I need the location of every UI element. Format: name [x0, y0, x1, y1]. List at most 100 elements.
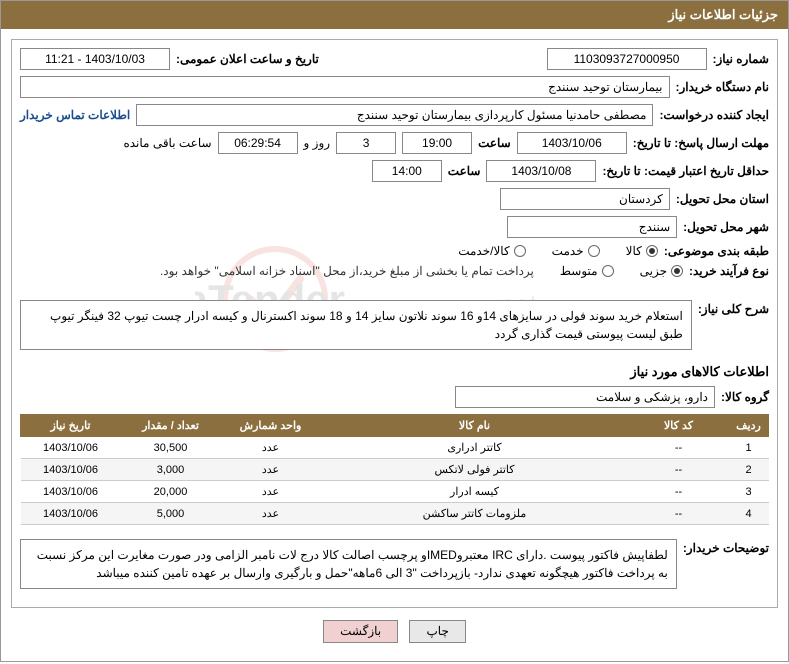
need-summary-label: شرح کلی نیاز:	[698, 296, 769, 316]
radio-partial[interactable]: جزیی	[640, 264, 683, 278]
table-cell: 2	[729, 459, 769, 481]
table-row: 1--کاتتر ادراریعدد30,5001403/10/06	[21, 437, 769, 459]
th-unit: واحد شمارش	[221, 415, 321, 437]
table-cell: کاتتر ادراری	[321, 437, 629, 459]
table-cell: 1403/10/06	[21, 481, 121, 503]
table-cell: عدد	[221, 437, 321, 459]
table-header-row: ردیف کد کالا نام کالا واحد شمارش تعداد /…	[21, 415, 769, 437]
radio-partial-label: جزیی	[640, 264, 667, 278]
need-summary-value: استعلام خرید سوند فولی در سایزهای 14و 16…	[20, 300, 692, 350]
radio-goods[interactable]: کالا	[626, 244, 658, 258]
content-area: AriaTender .net شماره نیاز: 110309372700…	[1, 29, 788, 661]
th-name: نام کالا	[321, 415, 629, 437]
radio-medium[interactable]: متوسط	[560, 264, 614, 278]
goods-group-value: دارو، پزشکی و سلامت	[455, 386, 715, 408]
radio-service[interactable]: خدمت	[552, 244, 600, 258]
th-qty: تعداد / مقدار	[121, 415, 221, 437]
button-bar: چاپ بازگشت	[11, 608, 778, 651]
table-row: 4--ملزومات کاتتر ساکشنعدد5,0001403/10/06	[21, 503, 769, 525]
time-label-1: ساعت	[478, 136, 511, 150]
table-cell: 1403/10/06	[21, 437, 121, 459]
items-table: ردیف کد کالا نام کالا واحد شمارش تعداد /…	[20, 414, 769, 525]
table-cell: کیسه ادرار	[321, 481, 629, 503]
page-title-bar: جزئیات اطلاعات نیاز	[1, 1, 788, 29]
announce-datetime-value: 1403/10/03 - 11:21	[20, 48, 170, 70]
table-cell: 20,000	[121, 481, 221, 503]
announce-datetime-label: تاریخ و ساعت اعلان عمومی:	[176, 52, 319, 66]
row-goods-group: گروه کالا: دارو، پزشکی و سلامت	[20, 386, 769, 408]
response-date-value: 1403/10/06	[517, 132, 627, 154]
province-label: استان محل تحویل:	[676, 192, 769, 206]
radio-partial-icon	[671, 265, 683, 277]
th-date: تاریخ نیاز	[21, 415, 121, 437]
radio-both-icon	[514, 245, 526, 257]
table-cell: عدد	[221, 481, 321, 503]
need-number-label: شماره نیاز:	[713, 52, 769, 66]
goods-group-label: گروه کالا:	[721, 390, 769, 404]
response-time-value: 19:00	[402, 132, 472, 154]
row-purchase-type: نوع فرآیند خرید: جزیی متوسط پرداخت تمام …	[20, 264, 769, 278]
buyer-notes-value: لطفاپیش فاکتور پیوست .دارای IRC معتبروIM…	[20, 539, 677, 589]
radio-service-label: خدمت	[552, 244, 584, 258]
days-suffix: روز و	[304, 136, 331, 150]
items-section-title: اطلاعات کالاهای مورد نیاز	[20, 364, 769, 380]
table-cell: 1403/10/06	[21, 459, 121, 481]
th-code: کد کالا	[629, 415, 729, 437]
radio-goods-label: کالا	[626, 244, 642, 258]
buyer-org-value: بیمارستان توحید سنندج	[20, 76, 670, 98]
buyer-notes-label: توضیحات خریدار:	[683, 535, 769, 555]
row-requester: ایجاد کننده درخواست: مصطفی حامدنیا مسئول…	[20, 104, 769, 126]
table-row: 3--کیسه ادرارعدد20,0001403/10/06	[21, 481, 769, 503]
table-cell: --	[629, 481, 729, 503]
city-label: شهر محل تحویل:	[683, 220, 769, 234]
validity-date-value: 1403/10/08	[486, 160, 596, 182]
province-value: کردستان	[500, 188, 670, 210]
row-buyer-org: نام دستگاه خریدار: بیمارستان توحید سنندج	[20, 76, 769, 98]
table-cell: --	[629, 503, 729, 525]
page-title: جزئیات اطلاعات نیاز	[668, 7, 778, 22]
table-cell: --	[629, 437, 729, 459]
payment-note: پرداخت تمام یا بخشی از مبلغ خرید،از محل …	[160, 264, 534, 278]
need-number-value: 1103093727000950	[547, 48, 707, 70]
table-cell: 1403/10/06	[21, 503, 121, 525]
radio-service-icon	[588, 245, 600, 257]
form-box: شماره نیاز: 1103093727000950 تاریخ و ساع…	[11, 39, 778, 608]
table-cell: 1	[729, 437, 769, 459]
days-remaining-value: 3	[336, 132, 396, 154]
radio-goods-icon	[646, 245, 658, 257]
table-cell: 4	[729, 503, 769, 525]
table-cell: 30,500	[121, 437, 221, 459]
row-province: استان محل تحویل: کردستان	[20, 188, 769, 210]
time-suffix: ساعت باقی مانده	[123, 136, 211, 150]
contact-buyer-link[interactable]: اطلاعات تماس خریدار	[20, 108, 130, 122]
row-need-summary: شرح کلی نیاز: استعلام خرید سوند فولی در …	[20, 296, 769, 354]
row-validity: حداقل تاریخ اعتبار قیمت: تا تاریخ: 1403/…	[20, 160, 769, 182]
category-label: طبقه بندی موضوعی:	[664, 244, 769, 258]
table-cell: 5,000	[121, 503, 221, 525]
radio-medium-label: متوسط	[560, 264, 598, 278]
table-cell: 3,000	[121, 459, 221, 481]
table-cell: 3	[729, 481, 769, 503]
th-row: ردیف	[729, 415, 769, 437]
table-cell: --	[629, 459, 729, 481]
table-cell: ملزومات کاتتر ساکشن	[321, 503, 629, 525]
back-button[interactable]: بازگشت	[323, 620, 398, 643]
row-response-deadline: مهلت ارسال پاسخ: تا تاریخ: 1403/10/06 سا…	[20, 132, 769, 154]
table-cell: کاتتر فولی لاتکس	[321, 459, 629, 481]
main-container: جزئیات اطلاعات نیاز AriaTender .net شمار…	[0, 0, 789, 662]
table-row: 2--کاتتر فولی لاتکسعدد3,0001403/10/06	[21, 459, 769, 481]
table-cell: عدد	[221, 503, 321, 525]
row-category: طبقه بندی موضوعی: کالا خدمت کالا/خدمت	[20, 244, 769, 258]
row-buyer-notes: توضیحات خریدار: لطفاپیش فاکتور پیوست .دا…	[20, 535, 769, 593]
radio-medium-icon	[602, 265, 614, 277]
response-deadline-label: مهلت ارسال پاسخ: تا تاریخ:	[633, 136, 769, 150]
row-need-number: شماره نیاز: 1103093727000950 تاریخ و ساع…	[20, 48, 769, 70]
time-remaining-value: 06:29:54	[218, 132, 298, 154]
table-body: 1--کاتتر ادراریعدد30,5001403/10/062--کات…	[21, 437, 769, 525]
print-button[interactable]: چاپ	[409, 620, 465, 643]
radio-both[interactable]: کالا/خدمت	[458, 244, 525, 258]
table-cell: عدد	[221, 459, 321, 481]
radio-both-label: کالا/خدمت	[458, 244, 509, 258]
requester-value: مصطفی حامدنیا مسئول کارپردازی بیمارستان …	[136, 104, 653, 126]
purchase-type-label: نوع فرآیند خرید:	[689, 264, 769, 278]
